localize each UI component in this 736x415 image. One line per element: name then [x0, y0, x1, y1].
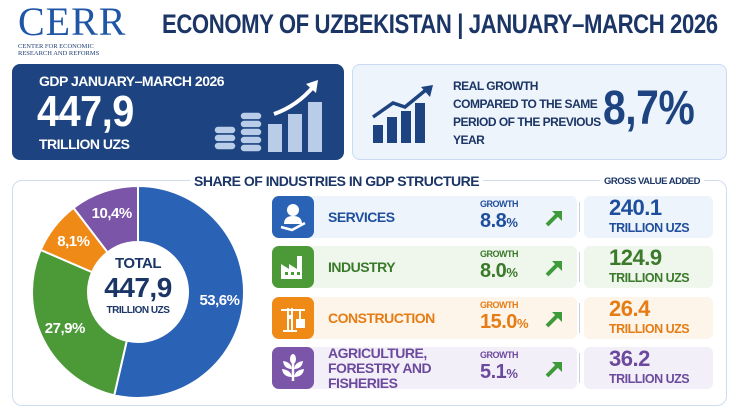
gva-value: 124.9 — [609, 245, 662, 270]
donut-center-value: 447,9 — [104, 272, 172, 303]
donut-slice-label: 27,9% — [44, 319, 86, 337]
logo-subtitle: CENTER FOR ECONOMIC RESEARCH AND REFORMS — [18, 43, 100, 57]
row-background — [272, 297, 577, 339]
gva-unit: TRILLION UZS — [609, 271, 690, 285]
gva-card — [584, 347, 713, 389]
industry-name: SERVICES — [328, 208, 395, 225]
donut-chart: 53,6% 27,9% 8,1% 10,4% TOTAL 447,9 TRILLION… — [30, 184, 246, 400]
divider — [579, 353, 580, 383]
real-growth-card: REAL GROWTH COMPARED TO THE SAME PERIOD … — [352, 64, 727, 160]
growth-label: GROWTH — [480, 199, 519, 209]
industry-name: INDUSTRY — [328, 258, 396, 275]
gdp-card: GDP JANUARY–MARCH 2026 447,9 TRILLION UZ… — [12, 64, 344, 160]
gva-unit: TRILLION UZS — [609, 221, 690, 235]
industry-name: CONSTRUCTION — [328, 309, 435, 326]
arrow-up-right-icon — [545, 261, 562, 277]
divider — [579, 202, 580, 232]
growth-value: 8.0% — [480, 260, 518, 282]
row-background — [272, 196, 577, 238]
growth-label: GROWTH — [480, 300, 519, 310]
industry-name: AGRICULTURE, FORESTRY AND FISHERIES — [328, 344, 432, 391]
logo: CERR — [18, 0, 127, 44]
growth-value: 15.0% — [480, 311, 529, 333]
donut-slice-label: 10,4% — [91, 205, 133, 223]
growth-chart-icon — [371, 85, 433, 143]
row-background — [272, 347, 577, 389]
arrow-up-right-icon — [545, 312, 562, 328]
growth-value: 8.8% — [480, 210, 518, 232]
coins-bar-chart-icon — [213, 80, 322, 153]
arrow-up-right-icon — [545, 362, 562, 378]
gva-card — [584, 196, 713, 238]
gva-value: 26.4 — [609, 296, 650, 321]
gdp-unit: TRILLION UZS — [39, 136, 130, 152]
gva-unit: TRILLION UZS — [609, 372, 690, 386]
gva-unit: TRILLION UZS — [609, 322, 690, 336]
crane-icon — [272, 297, 314, 339]
donut-slice-label: 53,6% — [199, 292, 240, 310]
gva-card — [584, 246, 713, 288]
growth-label: GROWTH — [480, 350, 519, 360]
growth-label: GROWTH — [480, 249, 519, 259]
plant-icon — [272, 347, 314, 389]
donut-center-label: TOTAL — [114, 255, 162, 272]
person-hand-icon — [272, 196, 314, 238]
industry-row-services: SERVICES GROWTH 8.8% 240.1 TRILLION UZS — [272, 196, 713, 238]
growth-value: 5.1% — [480, 361, 518, 383]
factory-icon — [272, 246, 314, 288]
gva-value: 240.1 — [609, 195, 662, 220]
donut-center-unit: TRILLION UZS — [106, 305, 170, 316]
gva-value: 36.2 — [609, 346, 650, 371]
real-growth-value: 8,7% — [603, 82, 695, 135]
real-growth-label: REAL GROWTH COMPARED TO THE SAME PERIOD … — [453, 79, 601, 147]
industry-row-agriculture: AGRICULTURE, FORESTRY AND FISHERIES GROW… — [272, 344, 713, 391]
industry-row-construction: CONSTRUCTION GROWTH 15.0% 26.4 TRILLION … — [272, 297, 713, 339]
gdp-label: GDP JANUARY–MARCH 2026 — [39, 73, 225, 89]
divider — [579, 303, 580, 333]
industry-row-industry: INDUSTRY GROWTH 8.0% 124.9 TRILLION UZS — [272, 246, 713, 288]
gva-title: GROSS VALUE ADDED — [600, 176, 705, 187]
page-title: ECONOMY OF UZBEKISTAN | JANUARY–MARCH 20… — [162, 9, 718, 39]
arrow-up-right-icon — [545, 211, 562, 227]
gva-card — [584, 297, 713, 339]
donut-slice-label: 8,1% — [57, 232, 90, 250]
divider — [579, 252, 580, 282]
gdp-value: 447,9 — [37, 87, 134, 136]
row-background — [272, 246, 577, 288]
section-title: SHARE OF INDUSTRIES IN GDP STRUCTURE — [190, 173, 484, 189]
